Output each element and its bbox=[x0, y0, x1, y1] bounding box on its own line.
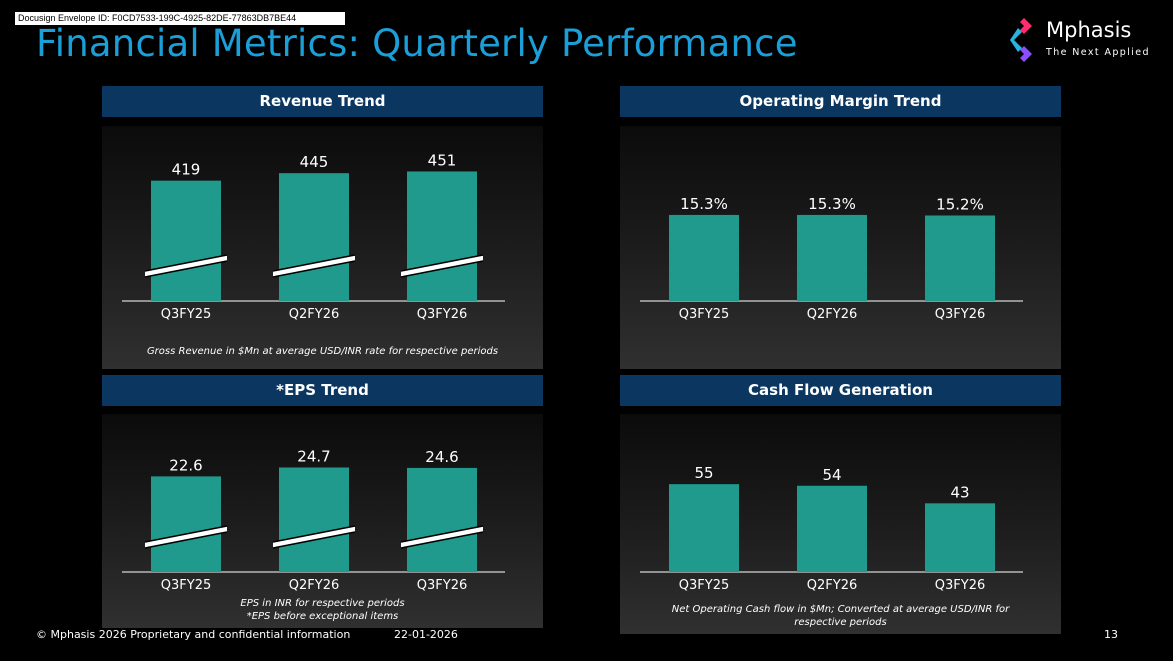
page-number: 13 bbox=[1104, 628, 1118, 641]
cashflow-value-label-Q2FY26: 54 bbox=[822, 466, 841, 484]
revenue-panel: 419 Q3FY25 445 Q2FY26 451 Q3FY26 Gross Revenu… bbox=[102, 126, 543, 369]
margin-value-label-Q3FY26: 15.2% bbox=[936, 196, 984, 214]
margin-category-label-Q2FY26: Q2FY26 bbox=[807, 307, 857, 322]
margin-category-label-Q3FY25: Q3FY25 bbox=[679, 307, 729, 322]
margin-panel: 15.3% Q3FY25 15.3% Q2FY26 15.2% Q3FY26 bbox=[620, 126, 1061, 369]
cashflow-category-label-Q2FY26: Q2FY26 bbox=[807, 578, 857, 593]
cashflow-chart: 55 Q3FY25 54 Q2FY26 43 Q3FY26 bbox=[640, 464, 1023, 593]
brand-name: Mphasis bbox=[1046, 18, 1132, 42]
margin-chart: 15.3% Q3FY25 15.3% Q2FY26 15.2% Q3FY26 bbox=[640, 195, 1023, 322]
revenue-category-label-Q3FY25: Q3FY25 bbox=[161, 307, 211, 322]
revenue-bar-Q2FY26 bbox=[279, 173, 349, 301]
revenue-category-label-Q2FY26: Q2FY26 bbox=[289, 307, 339, 322]
eps-note-line2: *EPS before exceptional items bbox=[246, 611, 399, 622]
revenue-panel-header: Revenue Trend bbox=[102, 86, 543, 117]
revenue-axis-break-Q2FY26 bbox=[272, 254, 356, 278]
margin-bar-Q3FY26 bbox=[925, 215, 995, 301]
brand-logo: Mphasis The Next Applied bbox=[1008, 16, 1158, 66]
margin-bar-Q2FY26 bbox=[797, 214, 867, 301]
eps-axis-break-Q3FY26 bbox=[400, 525, 484, 549]
eps-chart: 22.6 Q3FY25 24.7 Q2FY26 24.6 Q3FY26 bbox=[122, 448, 505, 593]
footer-date: 22-01-2026 bbox=[394, 628, 458, 641]
mphasis-logo-icon bbox=[1010, 18, 1032, 62]
revenue-bar-Q3FY26 bbox=[407, 171, 477, 301]
revenue-chart: 419 Q3FY25 445 Q2FY26 451 Q3FY26 bbox=[122, 151, 505, 322]
cashflow-panel: 55 Q3FY25 54 Q2FY26 43 Q3FY26 Net Operating C… bbox=[620, 414, 1061, 634]
eps-category-label-Q3FY26: Q3FY26 bbox=[417, 578, 467, 593]
cashflow-category-label-Q3FY26: Q3FY26 bbox=[935, 578, 985, 593]
footer-copyright: © Mphasis 2026 Proprietary and confident… bbox=[36, 628, 351, 641]
eps-panel-header: *EPS Trend bbox=[102, 375, 543, 406]
margin-value-label-Q2FY26: 15.3% bbox=[808, 195, 856, 213]
revenue-bar-Q3FY25 bbox=[151, 180, 221, 301]
eps-value-label-Q3FY26: 24.6 bbox=[425, 448, 458, 466]
eps-axis-break-Q3FY25 bbox=[144, 525, 228, 549]
eps-category-label-Q3FY25: Q3FY25 bbox=[161, 578, 211, 593]
eps-bar-Q2FY26 bbox=[279, 467, 349, 572]
eps-bar-Q3FY25 bbox=[151, 476, 221, 572]
docusign-envelope-id: Docusign Envelope ID: F0CD7533-199C-4925… bbox=[15, 12, 345, 25]
cashflow-bar-Q3FY25 bbox=[669, 484, 739, 572]
eps-axis-break-Q2FY26 bbox=[272, 525, 356, 549]
revenue-value-label-Q3FY25: 419 bbox=[172, 161, 201, 179]
cashflow-value-label-Q3FY25: 55 bbox=[694, 464, 713, 482]
revenue-value-label-Q3FY26: 451 bbox=[428, 151, 457, 169]
cashflow-value-label-Q3FY26: 43 bbox=[950, 483, 969, 501]
eps-value-label-Q2FY26: 24.7 bbox=[297, 448, 330, 466]
page-title: Financial Metrics: Quarterly Performance bbox=[36, 22, 798, 65]
cashflow-bar-Q3FY26 bbox=[925, 503, 995, 572]
eps-panel: 22.6 Q3FY25 24.7 Q2FY26 24.6 Q3FY26 EPS in IN… bbox=[102, 414, 543, 628]
cashflow-note-line2: respective periods bbox=[794, 617, 887, 628]
revenue-axis-break-Q3FY26 bbox=[400, 254, 484, 278]
revenue-axis-break-Q3FY25 bbox=[144, 254, 228, 278]
cashflow-category-label-Q3FY25: Q3FY25 bbox=[679, 578, 729, 593]
margin-panel-header: Operating Margin Trend bbox=[620, 86, 1061, 117]
revenue-category-label-Q3FY26: Q3FY26 bbox=[417, 307, 467, 322]
eps-note-line1: EPS in INR for respective periods bbox=[240, 598, 405, 609]
eps-bar-Q3FY26 bbox=[407, 467, 477, 572]
revenue-value-label-Q2FY26: 445 bbox=[300, 153, 329, 171]
eps-category-label-Q2FY26: Q2FY26 bbox=[289, 578, 339, 593]
revenue-note: Gross Revenue in $Mn at average USD/INR … bbox=[146, 346, 499, 357]
cashflow-note-line1: Net Operating Cash flow in $Mn; Converte… bbox=[671, 604, 1010, 615]
eps-value-label-Q3FY25: 22.6 bbox=[169, 456, 202, 474]
cashflow-bar-Q2FY26 bbox=[797, 485, 867, 572]
cashflow-panel-header: Cash Flow Generation bbox=[620, 375, 1061, 406]
brand-tagline: The Next Applied bbox=[1046, 47, 1150, 58]
margin-bar-Q3FY25 bbox=[669, 214, 739, 301]
margin-category-label-Q3FY26: Q3FY26 bbox=[935, 307, 985, 322]
margin-value-label-Q3FY25: 15.3% bbox=[680, 195, 728, 213]
